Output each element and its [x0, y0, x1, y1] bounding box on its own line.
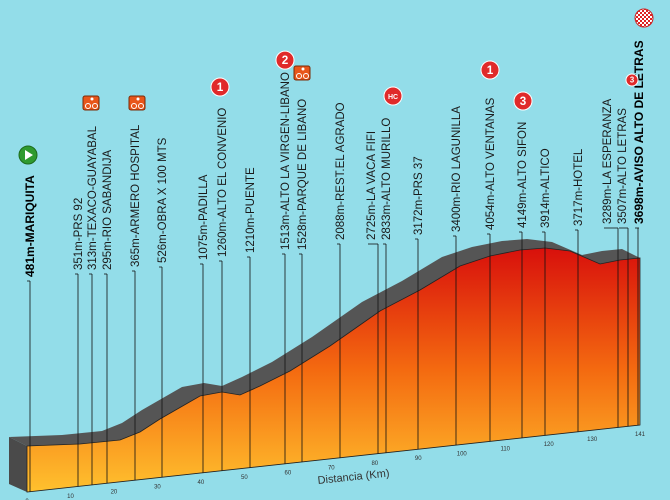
x-tick-label: 70 — [328, 466, 335, 472]
waypoint-label: 2725m-LA VACA FIFI — [366, 131, 378, 240]
waypoint-label: 295m-RIO SABANDIJA — [102, 150, 114, 270]
waypoint-label: 351m-PRS 92 — [73, 198, 85, 270]
x-tick-label: 30 — [154, 485, 161, 491]
waypoint-label: 2833m-ALTO MURILLO — [381, 118, 393, 240]
waypoint-label: 3717m-HOTEL — [573, 148, 585, 226]
waypoint-label: 1513m-ALTO LA VIRGEN-LIBANO — [280, 72, 292, 250]
x-tick-label: 40 — [198, 480, 205, 486]
sprint-cyclist-icon — [128, 95, 146, 111]
waypoint-label: 526m-OBRA X 100 MTS — [157, 137, 169, 263]
sprint-cyclist-icon — [293, 65, 311, 81]
waypoint-label: 2088m-REST.EL AGRADO — [335, 102, 347, 240]
sprint-cyclist-icon — [82, 95, 100, 111]
waypoint-label: 1075m-PADILLA — [198, 174, 210, 260]
waypoint-label: 365m-ARMERO HOSPITAL — [130, 124, 142, 267]
waypoint-label: 481m-MARIQUITA — [23, 175, 37, 277]
waypoint-label: 4054m-ALTO VENTANAS — [485, 97, 497, 230]
x-tick-label: 10 — [67, 494, 74, 500]
waypoint-label: 4149m-ALTO SIFON — [517, 122, 529, 228]
kom-category-icon: 3 — [513, 91, 533, 111]
kom-category-icon: 2 — [275, 50, 295, 70]
waypoint-label: 1260m-ALTO EL CONVENIO — [217, 108, 229, 257]
x-tick-label: 60 — [285, 470, 292, 476]
waypoint-label: 1528m-PARQUE DE LIBANO — [297, 99, 309, 250]
x-tick-label: 130 — [587, 437, 598, 443]
kom-category: 3 — [630, 76, 635, 85]
x-tick-label: 100 — [457, 451, 468, 457]
x-tick-label: 20 — [111, 489, 118, 495]
x-tick-label: 80 — [371, 461, 378, 467]
waypoint-label: 3172m-PRS 37 — [413, 156, 425, 235]
waypoint-label: 3400m-RIO LAGUNILLA — [451, 106, 463, 232]
kom-category: 3 — [520, 95, 527, 108]
profile-side — [9, 437, 27, 492]
kom-category: 1 — [217, 81, 224, 94]
x-tick-label: 141 — [635, 432, 646, 438]
waypoint-label: 1210m-PUENTE — [245, 167, 257, 253]
waypoint-label: 3507m-ALTO LETRAS — [617, 108, 629, 224]
kom-category: 1 — [487, 64, 494, 77]
kom-category-icon: 1 — [480, 60, 500, 80]
waypoint-label: 3698m-AVISO ALTO DE LETRAS — [632, 40, 646, 224]
x-tick-label: 50 — [241, 475, 248, 481]
kom-category: 2 — [282, 54, 289, 67]
start-icon — [18, 145, 38, 165]
x-tick-label: 110 — [500, 447, 510, 453]
x-tick-label: 120 — [544, 442, 555, 448]
finish-flag-icon — [634, 8, 654, 28]
kom-category-icon: 1 — [210, 77, 230, 97]
waypoint-label: 3289m-LA ESPERANZA — [602, 98, 614, 224]
kom-category-icon: 3 — [625, 73, 639, 87]
kom-category: HC — [388, 94, 398, 101]
profile-front — [26, 247, 641, 493]
waypoint-label: 3914m-ALTICO — [540, 148, 552, 228]
x-tick-label: 90 — [415, 456, 422, 462]
kom-category-icon: HC — [383, 86, 403, 106]
waypoint-label: 313m-TEXACO-GUAYABAL — [87, 125, 99, 270]
profile-surface — [9, 239, 640, 446]
